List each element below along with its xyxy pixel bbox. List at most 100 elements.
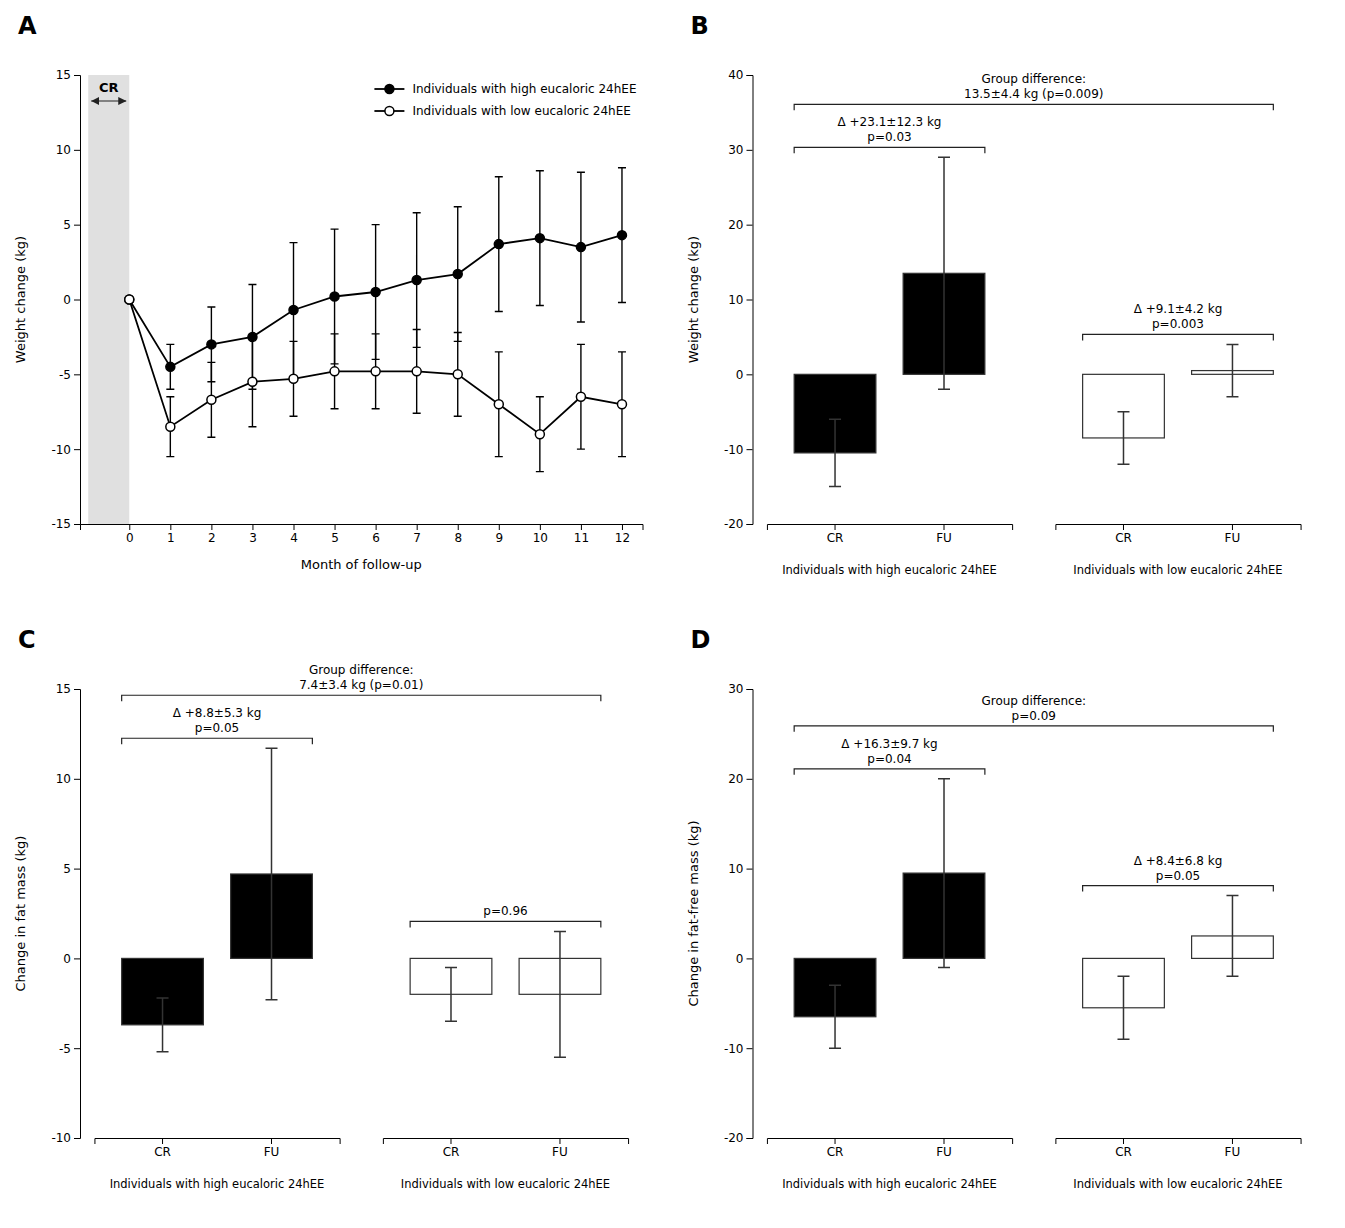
point [576,243,585,252]
point [576,392,585,401]
tick-mark [747,374,753,375]
point [125,295,134,304]
tick: CR [827,524,844,545]
tick-label: -15 [51,517,71,531]
panel-title: C [18,626,36,654]
tick-mark [74,958,80,959]
error-bar [207,362,215,437]
tick-mark [450,1138,451,1144]
annotation: Δ +8.8±5.3 kgp=0.05 [173,706,262,735]
tick-mark [1232,524,1233,530]
tick-label: -10 [724,1042,744,1056]
tick-label: FU [1225,531,1241,545]
tick-mark [74,300,80,301]
shaded-span [88,75,129,524]
text-line: Group difference: [981,72,1086,86]
tick: 5 [331,524,339,545]
tick: 0 [736,952,753,966]
y-axis-title: Change in fat-free mass (kg) [686,820,701,1006]
error-bar [454,207,462,342]
group-label: Individuals with low eucaloric 24hEE [401,1177,610,1191]
tick-mark [540,524,541,530]
tick-label: 6 [372,531,380,545]
tick-mark [835,524,836,530]
tick-mark [747,524,753,525]
tick-label: 30 [728,682,743,696]
bracket [122,738,313,744]
error-bar [1226,344,1238,396]
text-line: p=0.09 [1012,709,1056,723]
point [412,276,421,285]
tick-mark [581,524,582,530]
tick-mark [294,524,295,530]
point [617,400,626,409]
tick-label: 5 [63,862,71,876]
tick: CR [1115,524,1132,545]
point [371,367,380,376]
x-axis: CRFU [95,1138,340,1159]
error-bar [536,397,544,472]
tick-mark [74,1048,80,1049]
tick-mark [747,689,753,690]
legend: Individuals with high eucaloric 24hEEInd… [374,82,636,118]
y-axis-title: Weight change (kg) [13,236,28,363]
y-axis-title: Change in fat mass (kg) [13,836,28,992]
tick-mark [747,225,753,226]
tick-mark [1123,1138,1124,1144]
data-area [794,157,1273,486]
text-line: p=0.003 [1152,317,1204,331]
tick: 5 [63,862,80,876]
point [494,400,503,409]
tick: 40 [728,68,752,82]
tick-label: 0 [736,368,744,382]
group-label: Individuals with high eucaloric 24hEE [110,1177,325,1191]
tick-label: 12 [615,531,630,545]
tick: 30 [728,143,752,157]
error-bar [157,998,169,1052]
tick: FU [552,1138,568,1159]
error-bar [454,332,462,416]
tick-label: 11 [574,531,589,545]
tick-label: 5 [331,531,339,545]
axis-line [1056,1139,1301,1145]
tick: -5 [59,368,80,382]
tick-label: 5 [63,218,71,232]
tick: 6 [372,524,380,545]
tick: 10 [56,143,80,157]
tick-mark [835,1138,836,1144]
annotation: Δ +23.1±12.3 kgp=0.03 [838,115,942,144]
panel: B-20-10010203040Weight change (kg)CRFUIn… [686,12,1302,577]
group-label: Individuals with high eucaloric 24hEE [782,563,997,577]
tick: 8 [454,524,462,545]
axis-line [95,1139,340,1145]
error-bar [413,213,421,348]
tick-mark [74,374,80,375]
tick-label: CR [443,1145,460,1159]
text-line: 13.5±4.4 kg (p=0.009) [964,87,1103,101]
tick-label: 10 [728,293,743,307]
tick-mark [1123,524,1124,530]
tick-mark [747,1138,753,1139]
data-area [88,75,626,524]
axis-line [767,1139,1012,1145]
tick-label: 10 [56,143,71,157]
y-axis: -20-100102030 [724,682,753,1145]
error-bar [248,337,256,427]
tick-label: FU [552,1145,568,1159]
axis-line [81,525,644,531]
tick: -10 [51,1131,80,1145]
tick: FU [936,1138,952,1159]
tick: 11 [574,524,589,545]
tick-mark [417,524,418,530]
axis-line [383,1139,628,1145]
tick-mark [944,524,945,530]
tick: 7 [413,524,421,545]
tick-label: 3 [249,531,257,545]
tick: 9 [495,524,503,545]
text-line: Group difference: [981,694,1086,708]
panel: D-20-100102030Change in fat-free mass (k… [686,626,1302,1191]
tick-label: -10 [724,443,744,457]
axis-line [74,76,81,525]
annotation: Group difference:p=0.09 [981,694,1086,723]
bracket [410,921,601,927]
